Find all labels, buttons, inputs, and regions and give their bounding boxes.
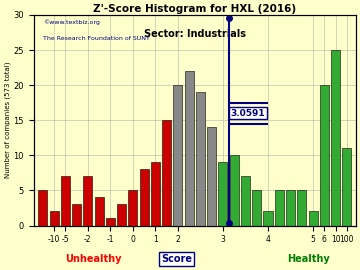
Text: Unhealthy: Unhealthy [65,254,122,264]
Text: ©www.textbiz.org: ©www.textbiz.org [44,19,100,25]
Bar [275,190,284,225]
Bar [83,176,93,225]
Text: The Research Foundation of SUNY: The Research Foundation of SUNY [44,36,150,41]
Bar [162,120,171,225]
Text: Sector: Industrials: Sector: Industrials [144,29,246,39]
Bar [331,50,340,225]
Bar [252,190,261,225]
Bar [185,71,194,225]
Bar [241,176,250,225]
Bar [174,85,183,225]
Y-axis label: Number of companies (573 total): Number of companies (573 total) [4,62,11,178]
Bar [297,190,306,225]
Title: Z'-Score Histogram for HXL (2016): Z'-Score Histogram for HXL (2016) [93,4,296,14]
Bar [129,190,138,225]
Bar [196,92,205,225]
Bar [50,211,59,225]
Bar [106,218,115,225]
Bar [117,204,126,225]
Bar [151,162,160,225]
Bar [38,190,47,225]
Bar [61,176,70,225]
Bar [207,127,216,225]
Bar [72,204,81,225]
Bar [140,169,149,225]
Bar [320,85,329,225]
Bar [264,211,273,225]
Bar [95,197,104,225]
Bar [309,211,318,225]
Bar [219,162,228,225]
Bar [342,148,351,225]
Bar [286,190,295,225]
Text: 3.0591: 3.0591 [231,109,265,118]
Text: Healthy: Healthy [287,254,329,264]
Bar [230,155,239,225]
Text: Score: Score [161,254,193,264]
